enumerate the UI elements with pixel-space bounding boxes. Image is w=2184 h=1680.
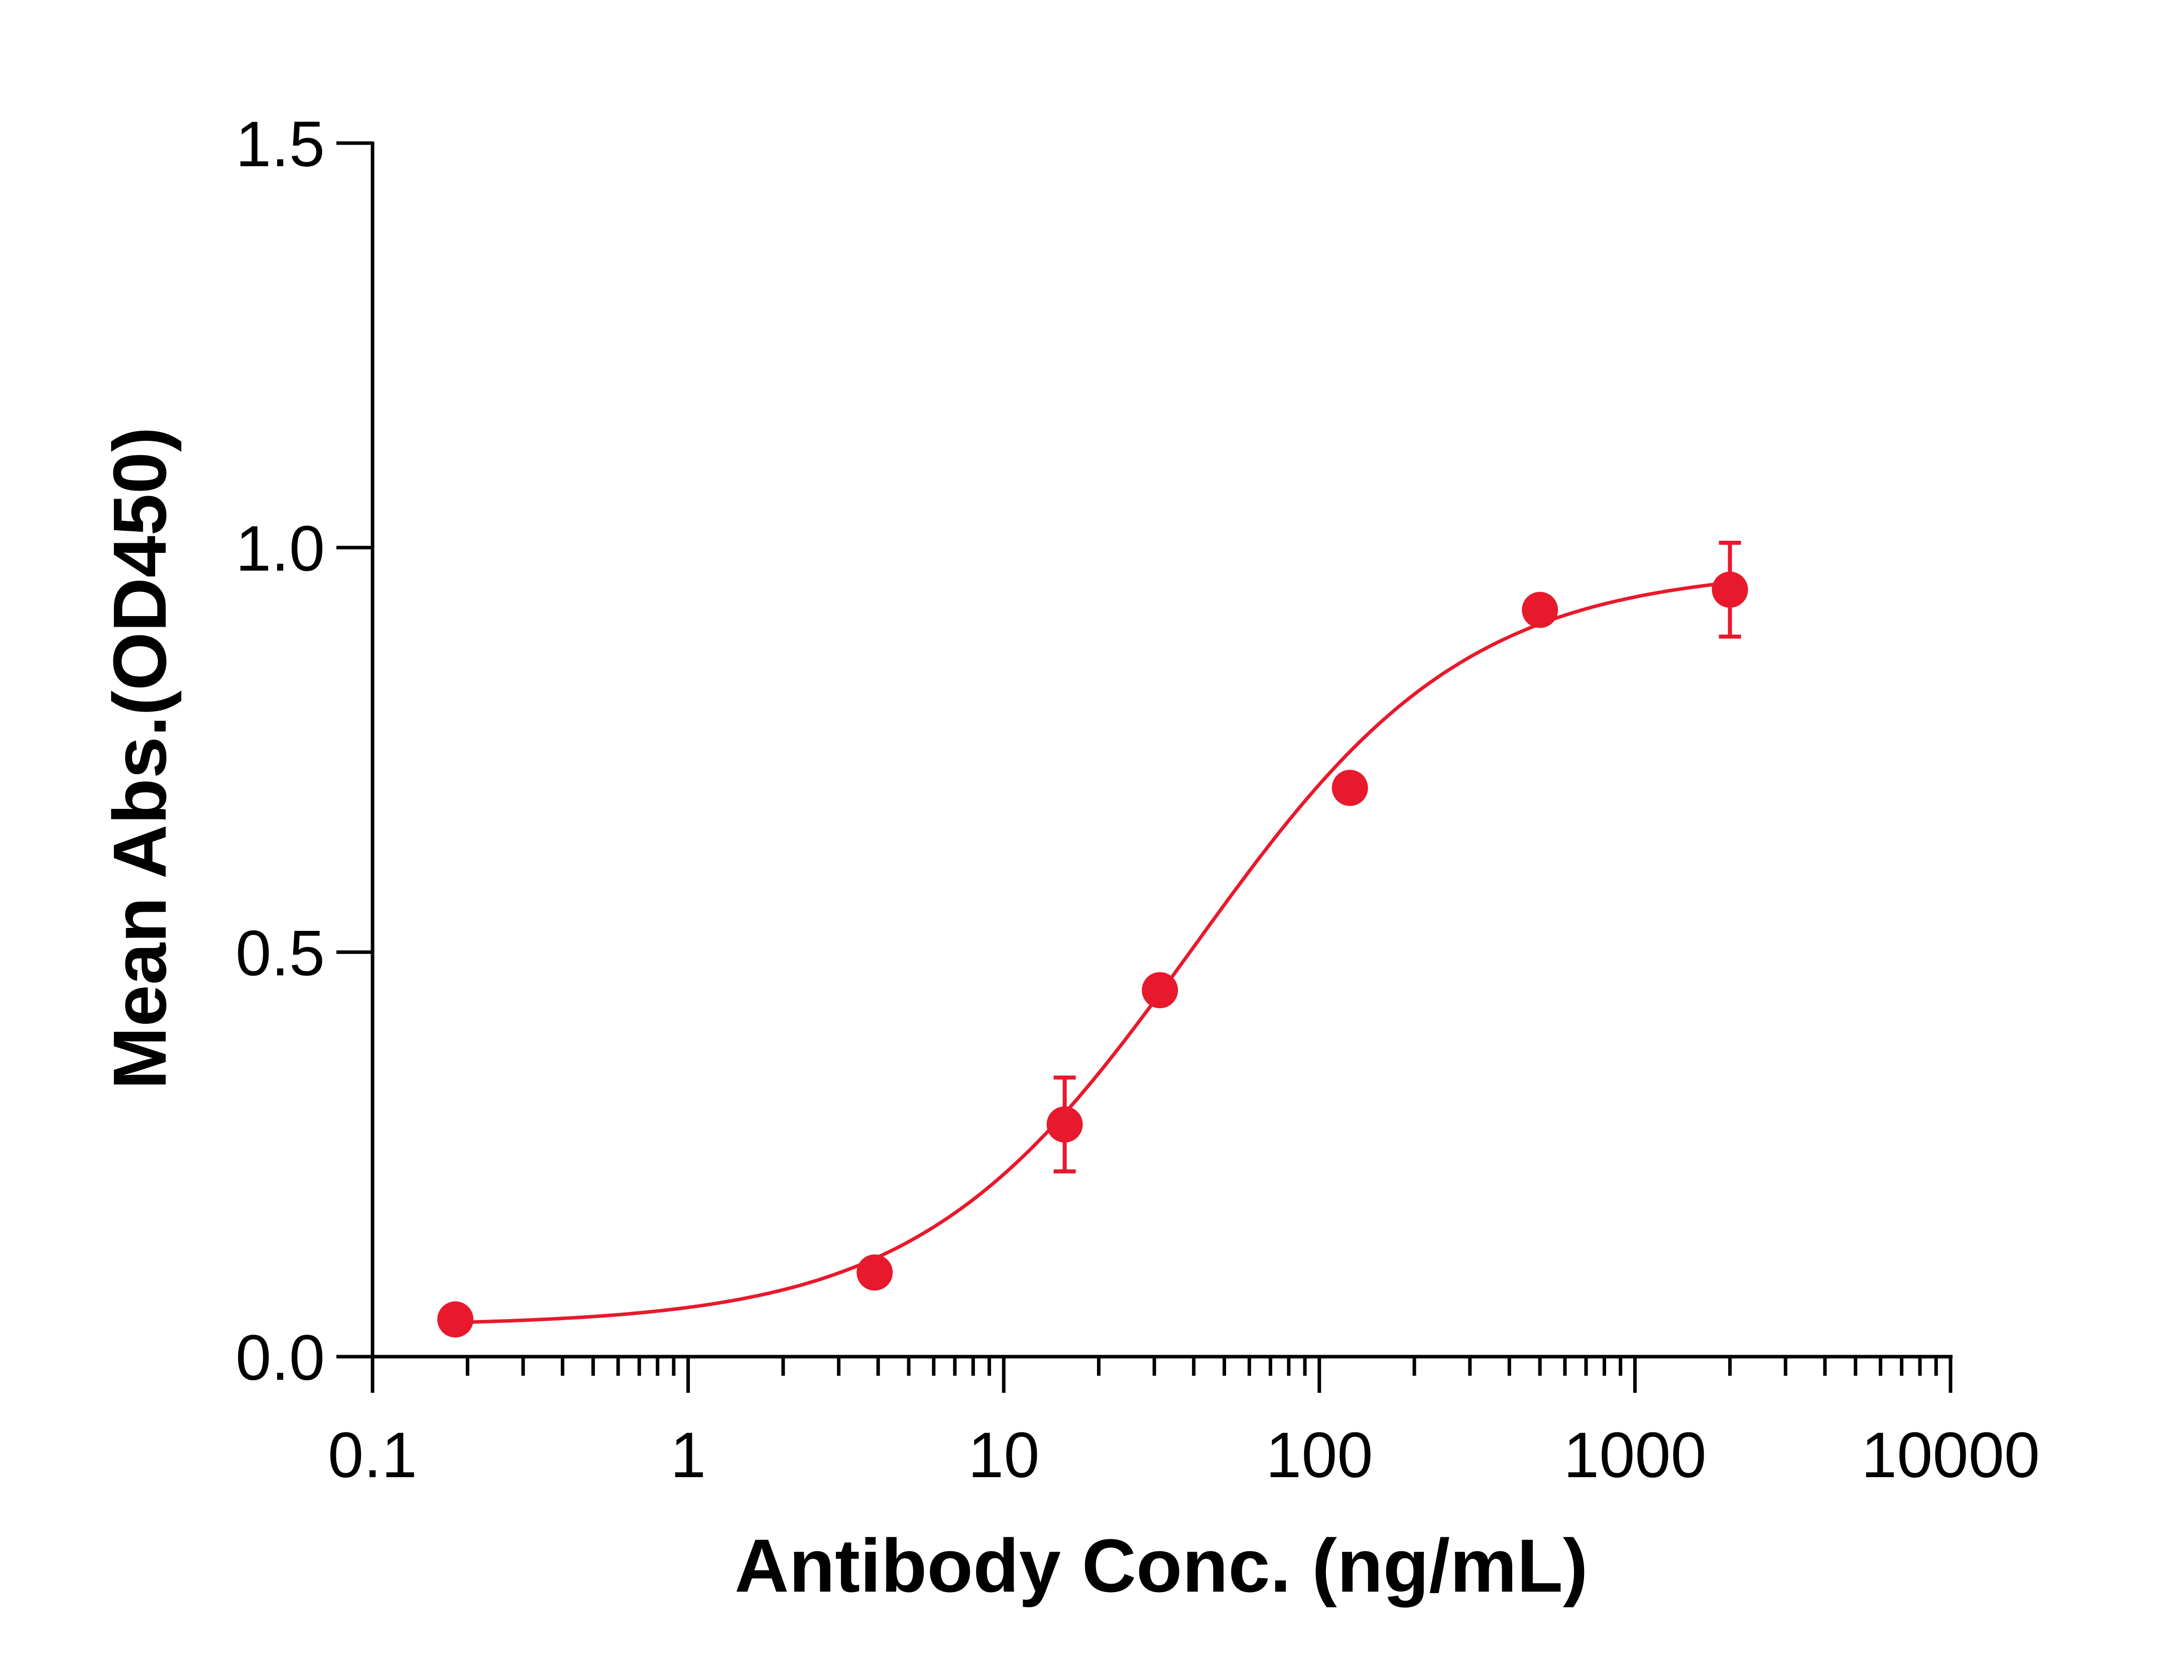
x-tick-label-5: 10000: [1861, 1419, 2040, 1491]
fit-curve-0: [455, 581, 1730, 1325]
data-point-1: [857, 1254, 893, 1291]
plot-area: [437, 540, 1748, 1338]
data-point-5: [1522, 591, 1558, 628]
data-point-0: [437, 1301, 473, 1338]
y-tick-label-1: 0.5: [235, 917, 325, 989]
x-tick-label-2: 10: [968, 1419, 1039, 1491]
x-axis: 0.1 1 10 100 1000 10000: [328, 1355, 2040, 1491]
x-tick-label-0: 0.1: [328, 1419, 417, 1491]
data-point-4: [1331, 770, 1368, 806]
x-axis-title: Antibody Conc. (ng/mL): [735, 1523, 1588, 1608]
x-tick-label-3: 100: [1266, 1419, 1373, 1491]
data-point-2: [1046, 1106, 1083, 1143]
y-axis-title: Mean Abs.(OD450): [97, 427, 182, 1090]
data-point-6: [1712, 571, 1748, 608]
y-tick-label-3: 1.5: [235, 108, 325, 180]
data-point-3: [1142, 972, 1178, 1009]
y-axis: 0.0 0.5 1.0 1.5: [235, 108, 375, 1394]
x-tick-label-4: 1000: [1563, 1419, 1707, 1491]
x-tick-label-1: 1: [670, 1419, 706, 1491]
y-tick-label-0: 0.0: [235, 1322, 325, 1394]
y-tick-label-2: 1.0: [235, 513, 325, 585]
